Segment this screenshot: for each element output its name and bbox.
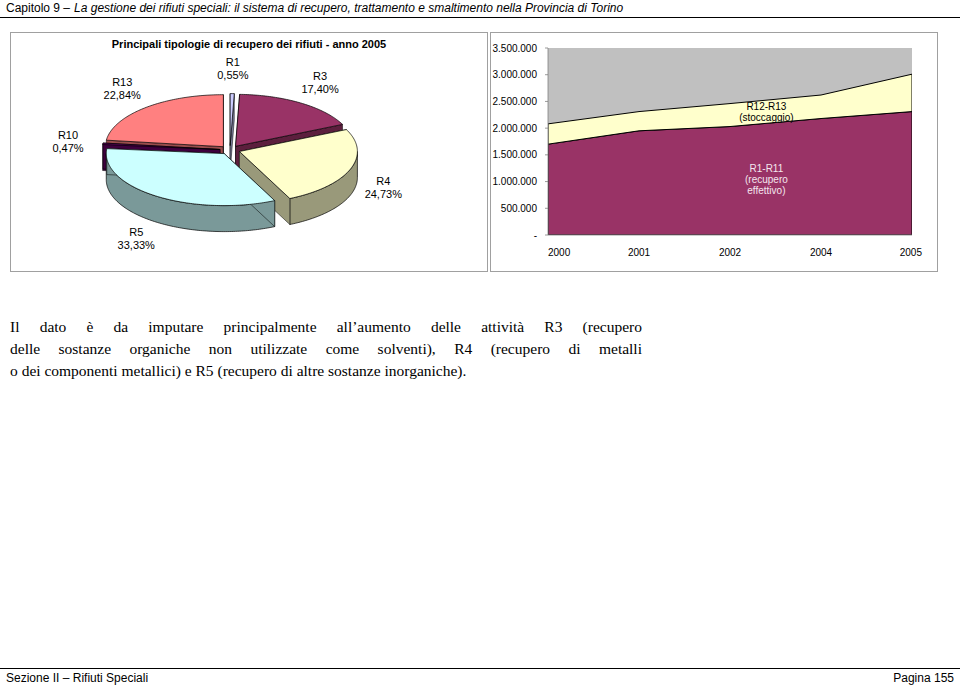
paragraph-line: Il dato è da imputare principalmente all… [10,316,642,338]
y-tick-label: 500.000 [501,203,538,214]
footer-page: Pagina 155 [893,671,954,685]
series-label: R1-R11(recuperoeffettivo) [745,163,788,196]
pie-chart: Principali tipologie di recupero dei rif… [11,33,488,272]
y-tick [545,74,548,75]
y-tick [545,48,548,49]
pie-slice [230,94,234,146]
data-label: 33,33% [118,239,156,251]
x-tick-label: 2004 [810,247,833,258]
paragraph-line: o dei componenti metallici) e R5 (recupe… [10,360,642,382]
x-tick-label: 2002 [719,247,742,258]
y-tick-label: 1.000.000 [493,176,538,187]
header-rule [0,17,960,18]
y-tick [545,128,548,129]
data-label: 24,73% [365,188,403,200]
y-tick-label: 3.500.000 [493,43,538,54]
chart-title: Principali tipologie di recupero dei rif… [112,38,386,50]
y-tick-label: - [534,230,537,241]
slice-category: R3 [313,70,327,82]
area-marks [548,74,912,235]
series-label-line: (stoccaggio) [739,112,793,123]
paragraph-line: delle sostanze organiche non utilizzate … [10,338,642,360]
slice-category: R5 [129,226,143,238]
y-tick-label: 1.500.000 [493,149,538,160]
y-tick [545,181,548,182]
footer-section: Sezione II – Rifiuti Speciali [6,671,148,685]
y-tick [545,235,548,236]
series-label-line: (recupero [745,174,788,185]
chapter: Capitolo 9 – [6,1,70,15]
slice-category: R1 [226,56,240,68]
pie-slice [106,149,274,206]
chart-frame [11,33,488,272]
area-series [548,74,912,144]
x-tick-label: 2000 [548,247,571,258]
series-label-line: effettivo) [747,185,785,196]
plot-area [548,48,912,235]
y-tick [545,101,548,102]
series-label-line: R12-R13 [746,101,786,112]
y-tick-label: 3.000.000 [493,69,538,80]
data-label: 0,55% [217,69,248,81]
header-title: La gestione dei rifiuti speciali: il sis… [74,1,623,15]
slice-category: R10 [58,129,78,141]
x-tick-label: 2001 [628,247,651,258]
header: Capitolo 9 – La gestione dei rifiuti spec… [6,1,624,15]
slice-category: R4 [376,175,390,187]
paragraph: Il dato è da imputare principalmente all… [10,316,642,382]
series-label-line: R1-R11 [750,163,784,174]
slice-category: R13 [112,76,132,88]
y-axis [548,48,549,235]
footer-rule [0,668,960,669]
x-tick-label: 2005 [900,247,923,258]
y-tick [545,154,548,155]
chart-frame [491,33,938,272]
pie-slice [106,95,223,147]
y-tick-label: 2.000.000 [493,123,538,134]
series-label: R12-R13(stoccaggio) [739,101,793,123]
y-tick [545,208,548,209]
pie-slice [103,143,220,150]
x-axis [548,235,912,236]
data-label: 17,40% [301,83,339,95]
data-label: 22,84% [104,89,142,101]
area-chart: R1-R11(recuperoeffettivo) R12-R13(stoccag… [491,33,938,272]
data-label: 0,47% [52,142,83,154]
y-tick-label: 2.500.000 [493,96,538,107]
